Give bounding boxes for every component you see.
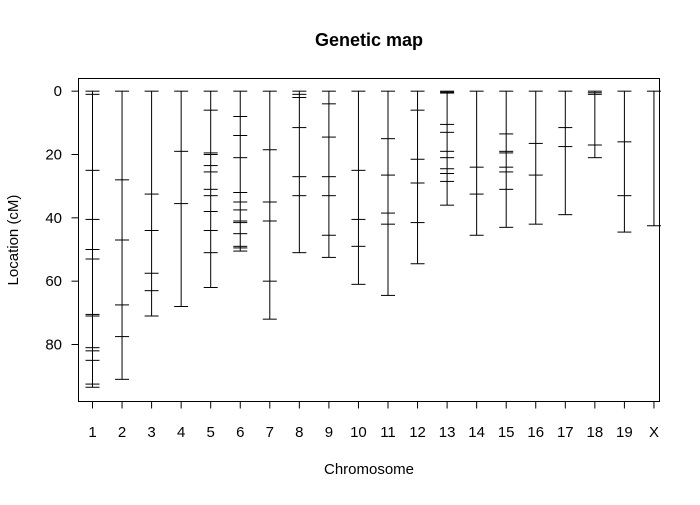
chromosome-layer	[85, 90, 661, 388]
chromosome-9	[321, 90, 336, 258]
y-axis-label: Location (cM)	[5, 195, 22, 286]
chromosome-5	[203, 90, 218, 288]
chromosome-14	[469, 90, 484, 236]
chromosome-16	[528, 90, 543, 225]
x-tick-label: 6	[236, 424, 244, 441]
chromosome-10	[351, 90, 366, 285]
x-tick-label: 17	[557, 424, 574, 441]
chromosome-15	[499, 90, 514, 228]
y-tick-label: 60	[45, 273, 62, 290]
x-tick-label: 15	[498, 424, 515, 441]
x-tick-label: 7	[266, 424, 274, 441]
chromosome-17	[558, 90, 573, 216]
x-tick-label: 12	[409, 424, 426, 441]
chromosome-12	[410, 90, 425, 265]
x-tick-label: 4	[177, 424, 185, 441]
y-tick-label: 20	[45, 147, 62, 164]
x-axis-label: Chromosome	[324, 461, 414, 478]
x-tick-label: 18	[587, 424, 604, 441]
plot-frame	[78, 78, 660, 402]
y-tick-label: 80	[45, 337, 62, 354]
chromosome-3	[144, 90, 159, 317]
x-tick-label: 1	[88, 424, 96, 441]
x-tick-label: 11	[380, 424, 396, 441]
y-tick-label: 0	[54, 83, 62, 100]
x-tick-label: 10	[350, 424, 367, 441]
x-tick-label: X	[649, 424, 659, 441]
chromosome-2	[115, 90, 130, 380]
x-tick-label: 9	[325, 424, 333, 441]
x-tick-label: 2	[118, 424, 126, 441]
x-tick-label: 8	[295, 424, 303, 441]
x-tick-label: 19	[616, 424, 633, 441]
chart-title: Genetic map	[315, 30, 423, 50]
chromosome-13	[440, 90, 455, 206]
chromosome-X	[646, 90, 661, 227]
x-tick-label: 3	[147, 424, 155, 441]
x-tick-label: 5	[207, 424, 215, 441]
x-tick-label: 14	[468, 424, 485, 441]
x-tick-label: 16	[527, 424, 544, 441]
chromosome-7	[262, 90, 277, 320]
chromosome-11	[381, 90, 395, 296]
x-tick-label: 13	[439, 424, 456, 441]
chromosome-19	[617, 90, 632, 233]
chromosome-1	[85, 90, 100, 388]
chromosome-4	[174, 90, 189, 307]
chromosome-6	[233, 90, 248, 252]
chromosome-8	[292, 90, 307, 254]
chromosome-18	[587, 90, 602, 159]
y-tick-label: 40	[45, 210, 62, 227]
